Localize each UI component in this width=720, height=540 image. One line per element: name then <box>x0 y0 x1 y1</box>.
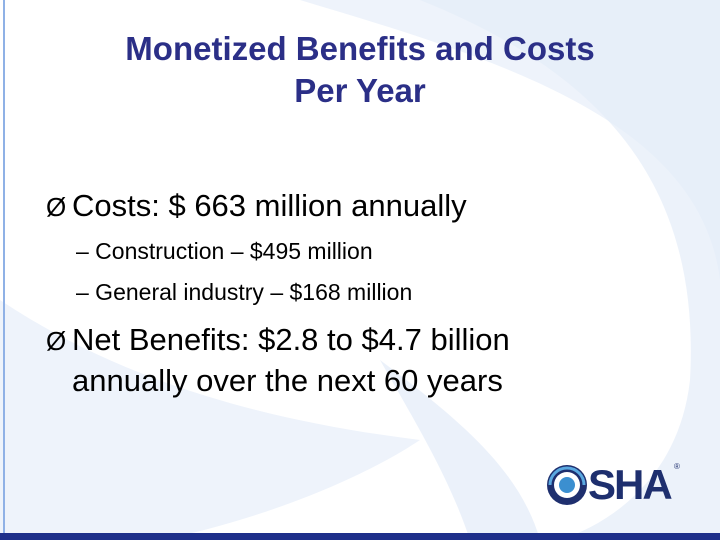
bullet-net-benefits-line-2: annually over the next 60 years <box>72 363 503 398</box>
osha-logo-text: SHA <box>588 461 673 508</box>
bullet-net-benefits: Ø Net Benefits: $2.8 to $4.7 billion annu… <box>46 320 510 400</box>
bullet-costs-text: Costs: $ 663 million annually <box>72 188 467 223</box>
left-border <box>3 0 5 540</box>
bullet-net-benefits-line-1: Net Benefits: $2.8 to $4.7 billion <box>72 322 510 357</box>
slide-title: Monetized Benefits and Costs Per Year <box>0 28 720 112</box>
arrow-bullet-icon: Ø <box>46 326 67 356</box>
bottom-band <box>0 533 720 540</box>
osha-globe-icon <box>547 465 587 505</box>
bullet-costs: Ø Costs: $ 663 million annually <box>46 186 467 227</box>
osha-logo: SHA ® <box>544 460 694 510</box>
title-line-1: Monetized Benefits and Costs <box>125 30 595 67</box>
subitem-general-industry: – General industry – $168 million <box>76 279 413 305</box>
arrow-bullet-icon: Ø <box>46 192 67 222</box>
title-line-2: Per Year <box>294 72 426 109</box>
registered-mark: ® <box>674 462 680 471</box>
subitem-construction: – Construction – $495 million <box>76 238 373 264</box>
